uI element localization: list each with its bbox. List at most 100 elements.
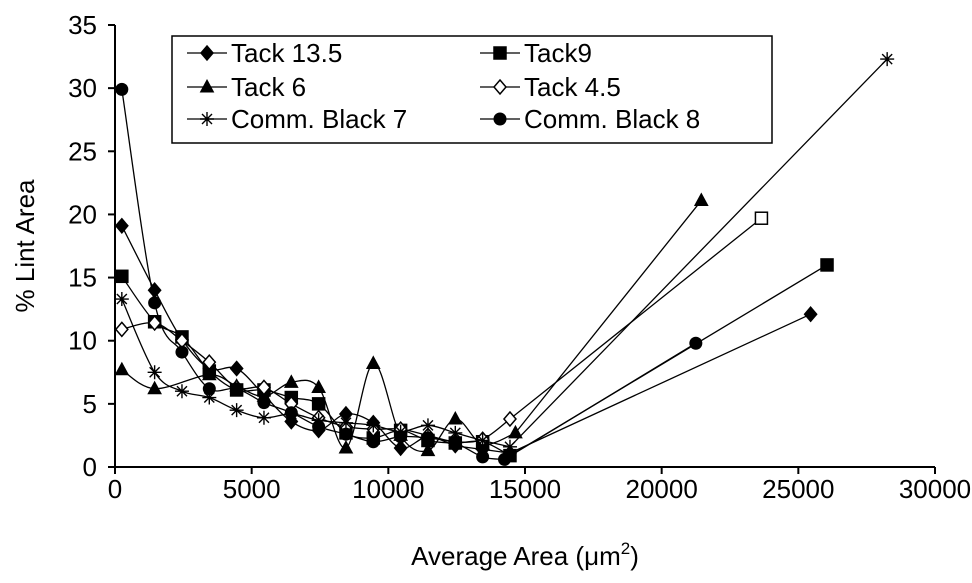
data-point [393,439,408,457]
legend-marker [493,112,507,126]
series-line-segment [509,217,762,420]
data-point [338,415,353,430]
legend-marker [493,46,507,60]
data-point [366,418,381,433]
data-point [202,390,217,405]
legend-item: Tack9 [480,38,592,68]
data-point [475,433,490,448]
series-2 [114,192,709,457]
data-point [114,217,129,234]
data-point [229,360,244,377]
data-point [115,269,129,284]
legend-marker [493,78,507,96]
legend-box [171,35,773,144]
data-point [338,440,354,454]
y-tick-label: 35 [68,10,97,40]
data-point [502,439,517,454]
data-point [420,442,436,457]
data-point [421,431,435,445]
legend-item: Comm. Black 7 [187,104,407,134]
x-axis-ticks: 0 5000 10000 15000 20000 25000 30000 [108,467,971,504]
data-point [312,420,326,434]
data-point [880,52,895,67]
data-point [448,436,462,450]
x-axis-title: Average Area (μm2) [411,539,639,571]
x-tick-label: 30000 [899,474,971,504]
data-point [365,355,381,369]
data-point [508,424,523,439]
x-axis-title-main: Average Area ( [411,541,584,571]
data-point [229,403,244,418]
x-axis-title-unit: μm [584,541,621,571]
legend-label: Tack 4.5 [524,72,621,102]
data-point [498,452,511,466]
series-line-segment [509,58,888,448]
data-point [230,382,244,396]
series-line-segment [514,200,702,434]
legend-label: Tack 6 [231,72,306,102]
data-point [114,292,129,307]
y-tick-label: 25 [68,136,97,166]
data-point [256,379,271,396]
data-point [689,336,703,350]
series-0 [114,217,818,462]
legend-marker [200,44,214,62]
data-point [803,306,818,323]
data-point [502,410,517,428]
data-point [476,450,490,464]
x-tick-label: 0 [108,474,122,504]
data-point [394,430,408,444]
y-axis-ticks: 0 5 10 15 20 25 30 35 [68,10,115,482]
data-point [147,380,162,395]
data-point [147,314,162,332]
legend-label: Tack9 [524,38,592,68]
data-point [114,321,129,338]
series-line-segment [504,342,697,460]
data-point [201,366,217,381]
x-tick-label: 5000 [223,474,281,504]
x-tick-label: 20000 [626,474,698,504]
data-point [115,82,129,96]
data-point [420,418,435,433]
data-point [283,374,299,388]
data-point [447,410,463,425]
data-point [311,379,326,393]
x-tick-label: 10000 [352,474,424,504]
data-point [257,396,271,410]
series-1 [115,258,834,463]
data-point [339,427,353,441]
y-tick-label: 30 [68,73,97,103]
series-line-segment [509,313,811,454]
series-5 [115,82,703,466]
data-point [148,296,162,310]
data-point [147,282,162,299]
series-line [121,89,505,461]
data-point [202,382,216,396]
legend-marker [200,112,214,126]
x-axis-title-close: ) [630,541,639,571]
y-tick-label: 0 [83,452,97,482]
data-point [256,410,271,425]
series-layer [114,52,895,466]
legend-item: Comm. Black 8 [480,104,700,134]
legend-item: Tack 13.5 [187,38,342,68]
data-point [202,354,217,371]
y-tick-label: 10 [68,326,97,356]
data-point [114,361,130,376]
data-point [754,211,769,225]
y-axis-title: % Lint Area [10,179,40,313]
legend-label: Comm. Black 8 [524,104,700,134]
x-axis-title-superscript: 2 [621,539,630,558]
data-point [366,435,380,449]
legend-marker [199,78,215,93]
legend-item: Tack 4.5 [480,72,621,102]
data-point [311,397,326,411]
series-3 [114,211,769,450]
data-point [174,384,189,399]
y-tick-label: 20 [68,199,97,229]
legend-label: Comm. Black 7 [231,104,407,134]
data-point [448,425,463,440]
x-tick-label: 15000 [489,474,561,504]
